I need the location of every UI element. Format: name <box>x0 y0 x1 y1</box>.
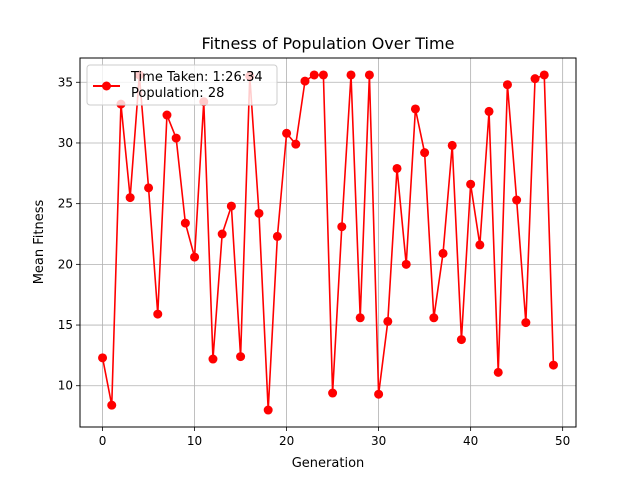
x-tick-label: 40 <box>463 434 478 448</box>
data-point <box>190 252 200 262</box>
chart-title: Fitness of Population Over Time <box>202 34 455 53</box>
data-point <box>548 360 558 370</box>
data-point <box>456 335 466 345</box>
data-point <box>98 353 108 363</box>
grid <box>80 58 576 427</box>
data-point <box>263 405 273 415</box>
data-point <box>171 133 181 143</box>
y-axis-label: Mean Fitness <box>32 199 47 284</box>
data-point <box>392 163 402 173</box>
x-tick-label: 50 <box>555 434 570 448</box>
y-tick-label: 10 <box>58 379 73 393</box>
data-point <box>364 70 374 80</box>
ticks: 0 10 20 30 40 50 10 15 20 25 30 35 <box>58 75 571 448</box>
data-point <box>153 309 163 319</box>
data-point <box>328 388 338 398</box>
series-line <box>101 74 555 411</box>
data-point <box>475 240 485 250</box>
y-tick-label: 20 <box>58 257 73 271</box>
data-point <box>125 193 135 203</box>
data-point <box>208 354 218 364</box>
data-point <box>254 208 264 218</box>
y-tick-label: 35 <box>58 75 73 89</box>
plot-frame <box>79 57 577 428</box>
data-point <box>282 128 292 138</box>
x-tick-label: 0 <box>99 434 107 448</box>
data-point <box>484 106 494 116</box>
data-point <box>502 80 512 90</box>
data-point <box>144 183 154 193</box>
legend-box <box>86 64 278 106</box>
x-axis-label: Generation <box>292 456 365 471</box>
x-tick-label: 10 <box>187 434 202 448</box>
data-point <box>355 313 365 323</box>
data-point <box>466 179 476 189</box>
legend: Time Taken: 1:26:34 Population: 28 <box>86 64 278 106</box>
data-point <box>226 201 236 211</box>
data-point <box>383 316 393 326</box>
data-point <box>309 70 319 80</box>
data-point <box>107 400 117 410</box>
data-point <box>236 352 246 362</box>
y-tick-label: 30 <box>58 136 73 150</box>
data-point <box>374 389 384 399</box>
data-point <box>401 259 411 269</box>
data-point <box>217 229 227 239</box>
data-point <box>318 70 328 80</box>
y-tick-label: 15 <box>58 318 73 332</box>
data-point <box>272 231 282 241</box>
data-point <box>291 139 301 149</box>
data-point <box>429 313 439 323</box>
data-point <box>410 104 420 114</box>
data-point <box>180 218 190 228</box>
data-point <box>521 318 531 328</box>
data-point <box>346 70 356 80</box>
data-point <box>493 367 503 377</box>
data-point <box>162 110 172 120</box>
x-tick-label: 30 <box>371 434 386 448</box>
data-point <box>337 222 347 232</box>
data-point <box>512 195 522 205</box>
legend-label-population: Population: 28 <box>131 86 224 101</box>
y-tick-label: 25 <box>58 197 73 211</box>
data-point <box>438 248 448 258</box>
legend-marker-swatch <box>102 81 111 91</box>
data-point <box>300 76 310 86</box>
x-tick-label: 20 <box>279 434 294 448</box>
data-point <box>539 70 549 80</box>
data-point <box>420 148 430 158</box>
data-point <box>447 140 457 150</box>
data-point <box>530 74 540 84</box>
legend-label-time: Time Taken: 1:26:34 <box>130 70 263 85</box>
